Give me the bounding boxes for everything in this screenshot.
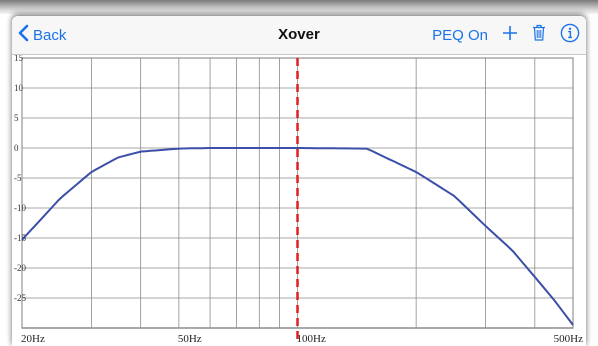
x-tick-label: 100Hz bbox=[297, 333, 326, 345]
y-tick-label: -15 bbox=[14, 233, 26, 243]
x-tick-label: 500Hz bbox=[554, 333, 583, 345]
info-button[interactable] bbox=[560, 23, 580, 48]
delete-button[interactable] bbox=[532, 24, 546, 46]
plus-icon bbox=[502, 25, 518, 46]
info-icon bbox=[560, 23, 580, 48]
y-tick-label: 0 bbox=[14, 143, 19, 153]
window-top-shadow bbox=[0, 0, 598, 14]
y-tick-label: -10 bbox=[14, 203, 26, 213]
xover-screen: Back Xover PEQ On bbox=[12, 16, 586, 346]
x-tick-label: 50Hz bbox=[178, 333, 202, 345]
back-button[interactable]: Back bbox=[18, 23, 66, 47]
chevron-left-icon bbox=[18, 24, 29, 46]
frequency-response-chart: 15 10 5 0 -5 -10 -15 -20 -25 20Hz 50Hz 100Hz 500Hz bbox=[12, 53, 586, 346]
y-tick-label: 15 bbox=[14, 55, 24, 63]
y-tick-label: -20 bbox=[14, 263, 26, 273]
y-tick-label: -5 bbox=[14, 173, 22, 183]
chart-svg: 15 10 5 0 -5 -10 -15 -20 -25 20Hz 50Hz 100Hz 500Hz bbox=[14, 53, 583, 345]
navigation-bar: Back Xover PEQ On bbox=[12, 16, 586, 55]
trash-icon bbox=[532, 24, 546, 46]
toolbar-actions: PEQ On bbox=[432, 22, 580, 48]
y-tick-label: 5 bbox=[14, 113, 19, 123]
x-tick-label: 20Hz bbox=[21, 333, 45, 345]
peq-toggle-button[interactable]: PEQ On bbox=[432, 26, 488, 44]
page-title: Xover bbox=[278, 26, 320, 43]
response-curve bbox=[21, 147, 574, 326]
back-label: Back bbox=[33, 26, 67, 44]
add-button[interactable] bbox=[502, 25, 518, 46]
y-tick-label: -25 bbox=[14, 293, 26, 303]
y-tick-label: 10 bbox=[14, 83, 24, 93]
